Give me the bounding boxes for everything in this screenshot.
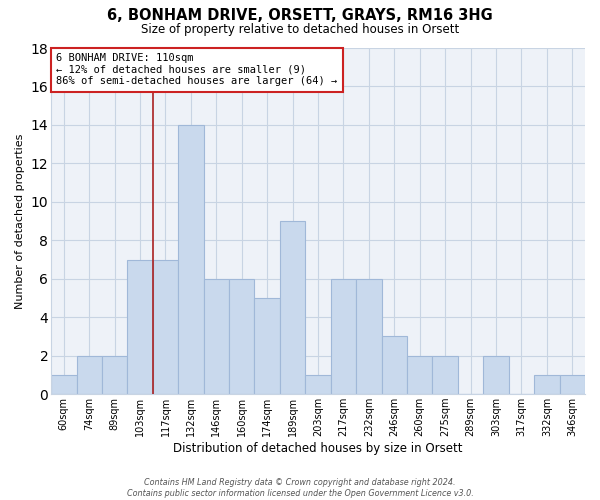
Bar — [178, 125, 203, 394]
Bar — [560, 375, 585, 394]
Y-axis label: Number of detached properties: Number of detached properties — [15, 134, 25, 309]
Bar — [127, 260, 153, 394]
Bar — [534, 375, 560, 394]
Bar — [484, 356, 509, 394]
Text: 6, BONHAM DRIVE, ORSETT, GRAYS, RM16 3HG: 6, BONHAM DRIVE, ORSETT, GRAYS, RM16 3HG — [107, 8, 493, 22]
Bar — [153, 260, 178, 394]
Bar — [229, 279, 254, 394]
Bar — [356, 279, 382, 394]
Bar — [382, 336, 407, 394]
Bar — [280, 221, 305, 394]
Text: 6 BONHAM DRIVE: 110sqm
← 12% of detached houses are smaller (9)
86% of semi-deta: 6 BONHAM DRIVE: 110sqm ← 12% of detached… — [56, 53, 338, 86]
Bar — [77, 356, 102, 394]
Bar — [305, 375, 331, 394]
Bar — [331, 279, 356, 394]
Bar — [407, 356, 433, 394]
Bar — [254, 298, 280, 394]
Bar — [51, 375, 77, 394]
Bar — [102, 356, 127, 394]
X-axis label: Distribution of detached houses by size in Orsett: Distribution of detached houses by size … — [173, 442, 463, 455]
Bar — [203, 279, 229, 394]
Text: Contains HM Land Registry data © Crown copyright and database right 2024.
Contai: Contains HM Land Registry data © Crown c… — [127, 478, 473, 498]
Bar — [433, 356, 458, 394]
Text: Size of property relative to detached houses in Orsett: Size of property relative to detached ho… — [141, 22, 459, 36]
